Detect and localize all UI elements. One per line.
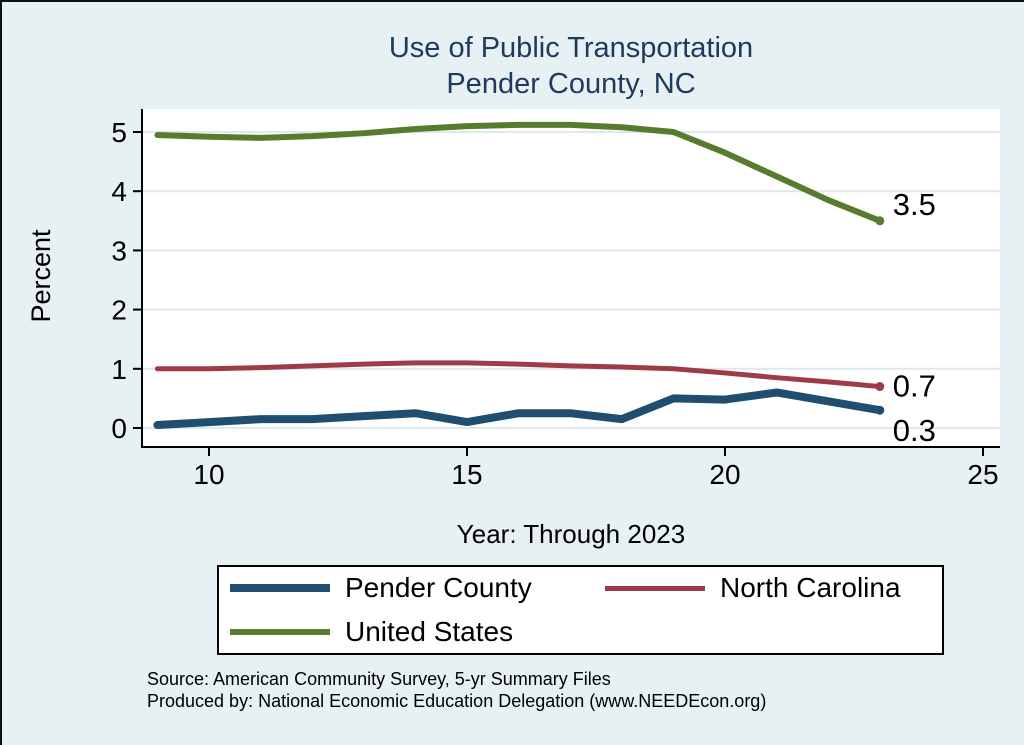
legend-label-pender-county: Pender County (345, 572, 532, 603)
pender-county-line-swatch (230, 584, 330, 592)
svg-text:25: 25 (967, 459, 998, 490)
legend: Pender County North Carolina United Stat… (217, 565, 944, 655)
north-carolina-line-swatch (605, 585, 705, 591)
svg-text:1: 1 (111, 354, 127, 385)
legend-item-north-carolina: North Carolina (605, 572, 942, 604)
united-states-line-swatch (230, 629, 330, 635)
svg-text:3.5: 3.5 (893, 187, 936, 222)
svg-text:0.7: 0.7 (893, 369, 936, 404)
y-axis-title: Percent (26, 229, 56, 323)
chart-title: Use of Public Transportation Pender Coun… (142, 30, 1000, 102)
source-line-1: Source: American Community Survey, 5-yr … (147, 669, 611, 689)
x-axis-title: Year: Through 2023 (456, 519, 686, 549)
source-note: Source: American Community Survey, 5-yr … (147, 668, 766, 712)
svg-text:5: 5 (111, 117, 127, 148)
svg-text:0: 0 (111, 413, 127, 444)
source-line-2: Produced by: National Economic Education… (147, 691, 767, 711)
chart-title-line2: Pender County, NC (446, 68, 696, 100)
legend-label-united-states: United States (345, 616, 514, 647)
svg-text:4: 4 (111, 176, 127, 207)
svg-text:15: 15 (451, 459, 482, 490)
legend-item-united-states: United States (230, 616, 605, 648)
svg-text:2: 2 (111, 295, 127, 326)
svg-text:20: 20 (709, 459, 740, 490)
chart-title-line1: Use of Public Transportation (388, 32, 754, 64)
svg-text:0.3: 0.3 (893, 413, 936, 448)
legend-label-north-carolina: North Carolina (720, 572, 901, 603)
svg-text:3: 3 (111, 235, 127, 266)
legend-item-pender-county: Pender County (230, 572, 605, 604)
svg-text:10: 10 (193, 459, 224, 490)
